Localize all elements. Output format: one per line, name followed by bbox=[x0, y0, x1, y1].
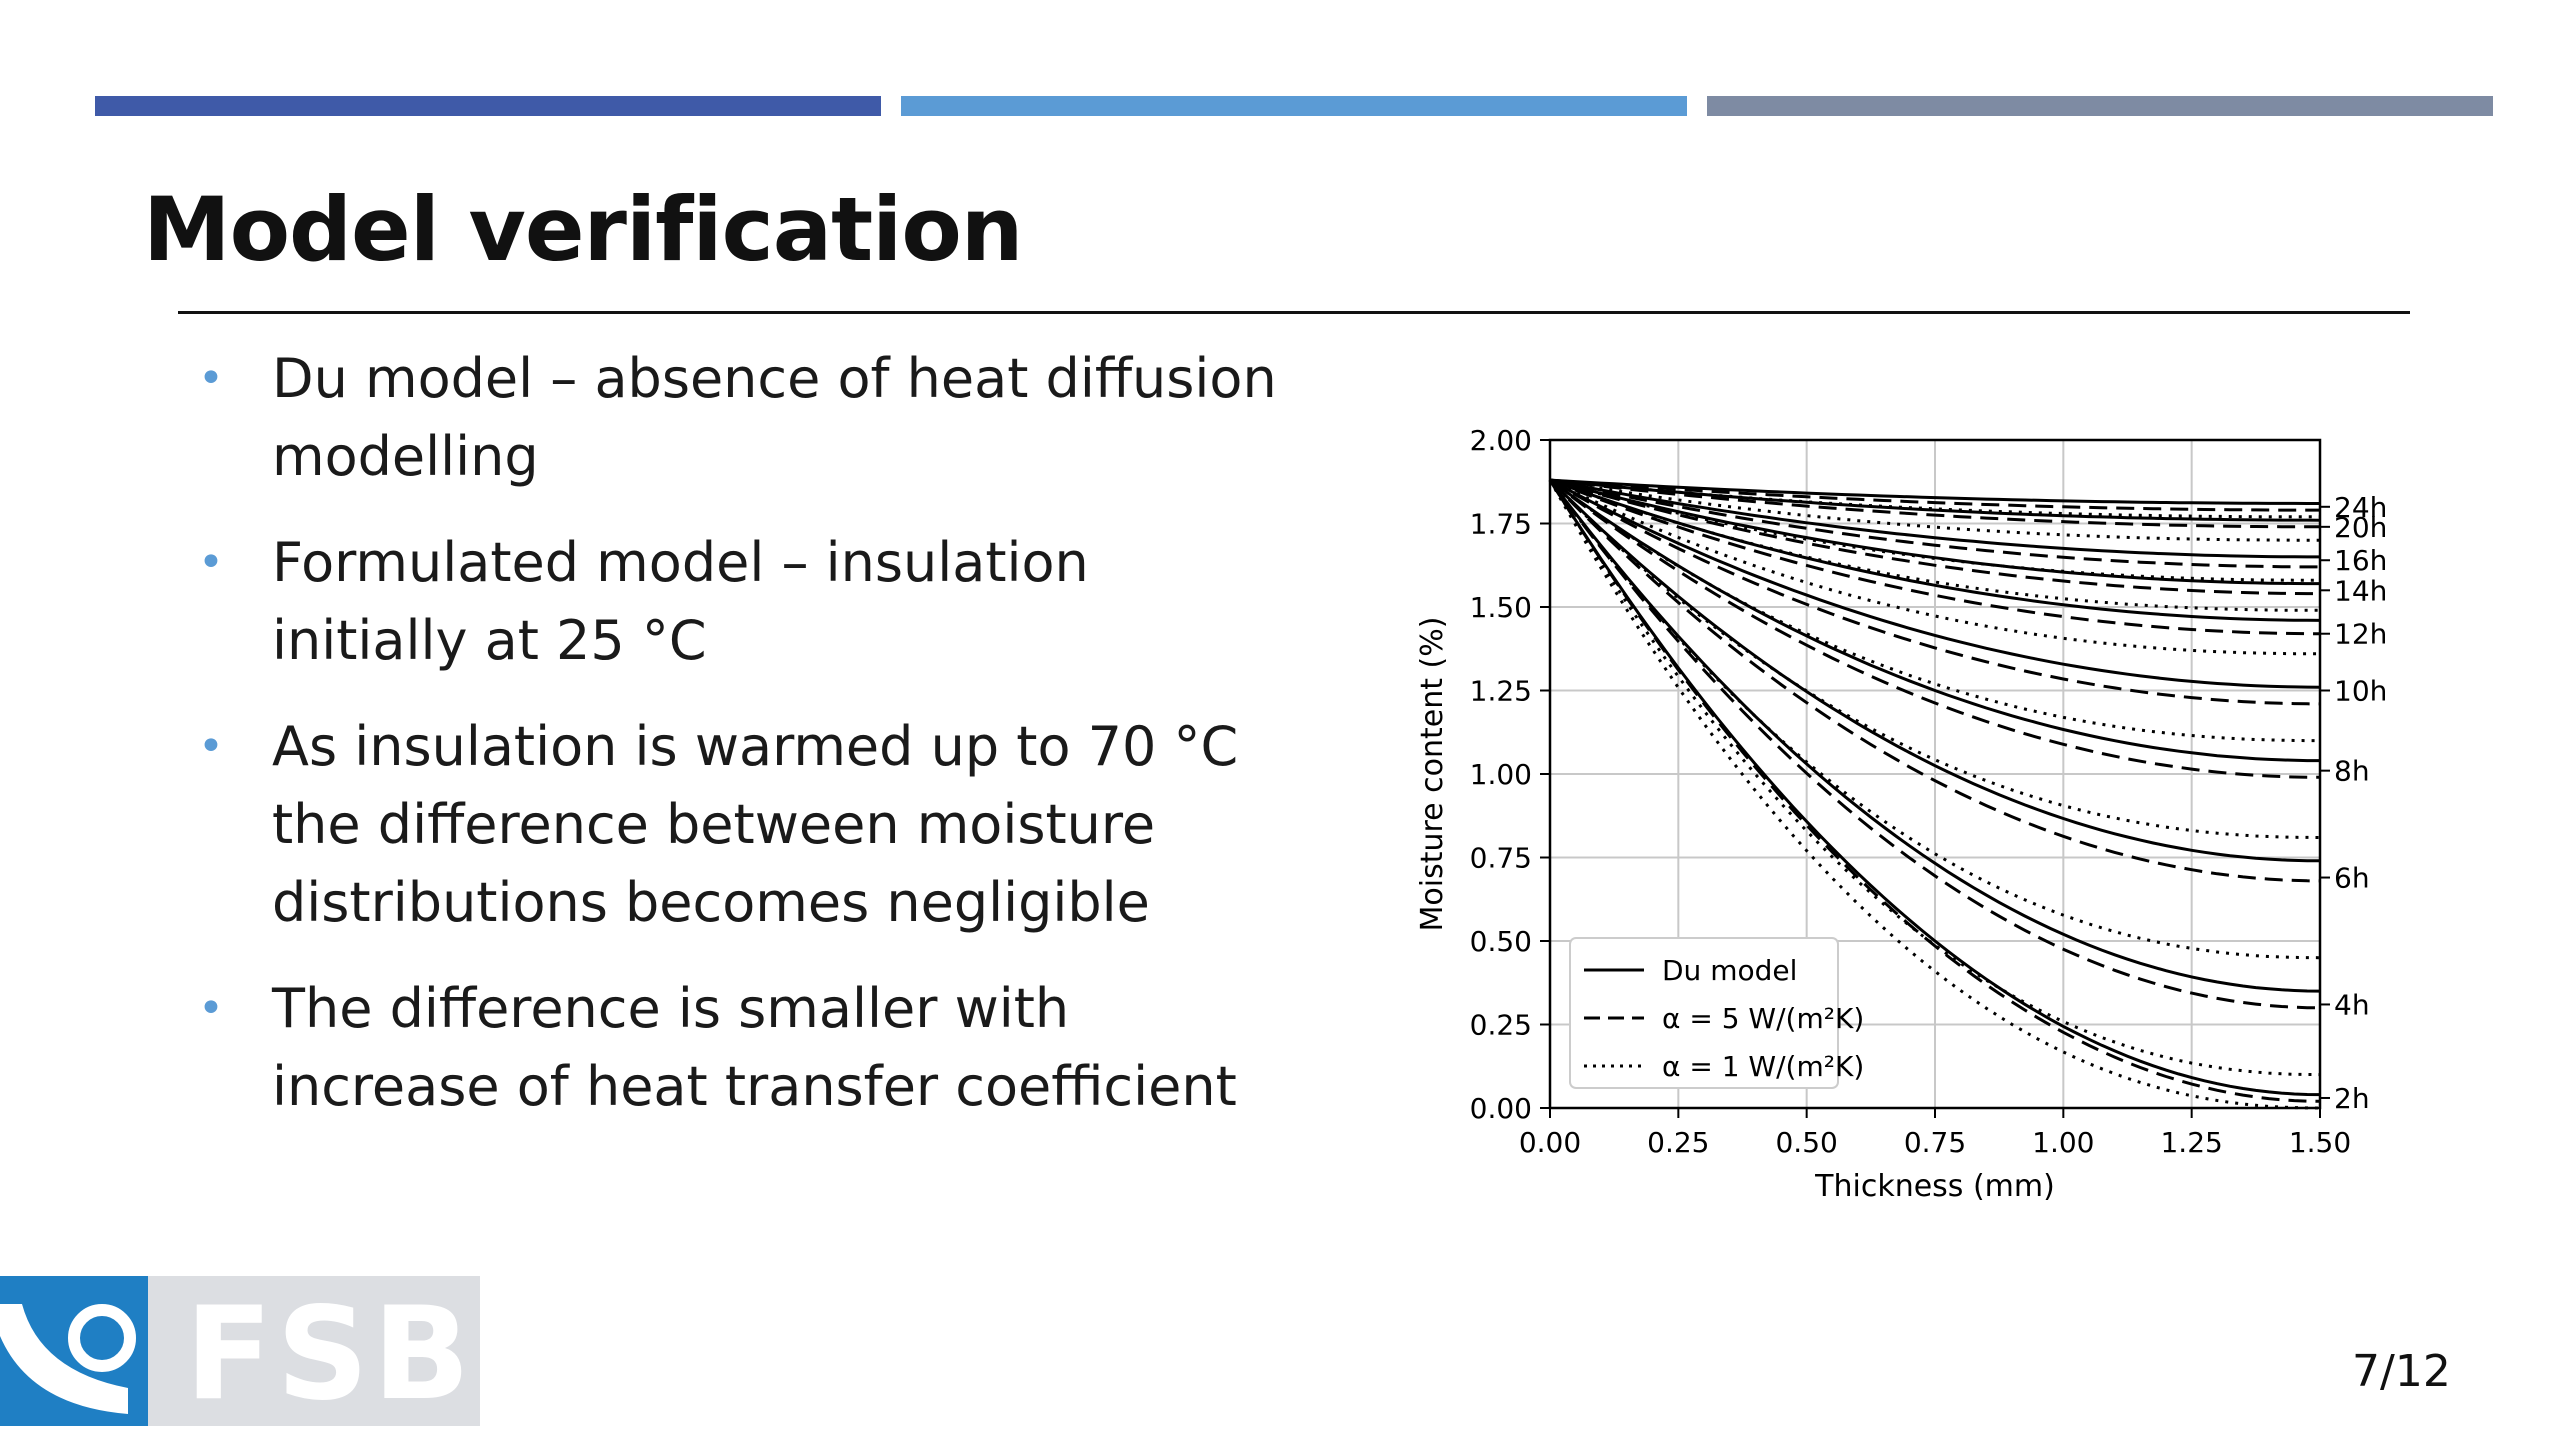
accent-bar-1 bbox=[95, 96, 881, 116]
bullet-line: distributions becomes negligible bbox=[272, 871, 1150, 934]
fsb-logo: FSB bbox=[0, 1276, 480, 1429]
page-number: 7/12 bbox=[2352, 1346, 2451, 1397]
end-label: 14h bbox=[2334, 574, 2387, 607]
accent-bar-2 bbox=[901, 96, 1687, 116]
alpha5-curve bbox=[1548, 479, 2321, 1010]
legend-label: Du model bbox=[1662, 954, 1797, 987]
legend-box bbox=[1569, 937, 1839, 1089]
title-divider bbox=[178, 311, 2410, 314]
x-tick-label: 1.50 bbox=[2289, 1126, 2351, 1159]
end-label: 16h bbox=[2334, 544, 2387, 577]
y-axis-label: Moisture content (%) bbox=[1415, 617, 1450, 932]
bullet-line: Formulated model – insulation bbox=[272, 531, 1089, 594]
alpha1-curve bbox=[1548, 479, 2321, 1077]
bullet-line: As insulation is warmed up to 70 °C bbox=[272, 715, 1239, 778]
du-model-curve bbox=[1549, 478, 2321, 689]
legend-label: α = 5 W/(m²K) bbox=[1662, 1002, 1864, 1035]
du-model-curve bbox=[1549, 478, 2320, 559]
bullet-item: • Formulated model – insulation initiall… bbox=[190, 524, 1390, 680]
bullet-line: increase of heat transfer coefficient bbox=[272, 1055, 1237, 1118]
logo-text: FSB bbox=[185, 1280, 475, 1429]
legend-label: α = 1 W/(m²K) bbox=[1662, 1050, 1864, 1083]
end-label: 8h bbox=[2334, 755, 2370, 788]
bullet-list: • Du model – absence of heat diffusion m… bbox=[190, 340, 1390, 1154]
alpha5-curve bbox=[1549, 478, 2320, 636]
end-label: 10h bbox=[2334, 675, 2387, 708]
bullet-line: Du model – absence of heat diffusion bbox=[272, 347, 1277, 410]
plot-frame bbox=[1548, 438, 2322, 1110]
x-tick-label: 0.50 bbox=[1775, 1126, 1837, 1159]
x-tick-label: 0.00 bbox=[1519, 1126, 1581, 1159]
y-tick-label: 0.75 bbox=[1470, 842, 1532, 875]
y-tick-label: 1.50 bbox=[1470, 591, 1532, 624]
du-model-curve bbox=[1549, 478, 2321, 622]
y-tick-label: 0.25 bbox=[1470, 1009, 1532, 1042]
y-tick-label: 0.50 bbox=[1470, 925, 1532, 958]
alpha5-curve bbox=[1549, 478, 2320, 529]
alpha5-curve bbox=[1549, 478, 2320, 596]
du-model-curve bbox=[1548, 479, 2321, 863]
y-tick-label: 2.00 bbox=[1470, 424, 1532, 457]
bullet-line: initially at 25 °C bbox=[272, 609, 707, 672]
du-model-curve bbox=[1549, 478, 2321, 522]
chart-axes: 0.00 0.25 0.50 0.75 1.00 1.25 1.50 0.00 0.25 0.50… bbox=[1415, 424, 2351, 1204]
bullet-line: modelling bbox=[272, 425, 539, 488]
end-label: 12h bbox=[2334, 618, 2387, 651]
moisture-chart: 0.00 0.25 0.50 0.75 1.00 1.25 1.50 0.00 0.25 0.50… bbox=[1415, 424, 2387, 1204]
alpha1-curve bbox=[1549, 478, 2321, 656]
logo-emblem-icon bbox=[0, 1304, 136, 1414]
alpha5-curve bbox=[1548, 479, 2321, 883]
du-model-curve bbox=[1548, 479, 2321, 993]
bullet-dot-icon: • bbox=[198, 353, 224, 404]
bullet-dot-icon: • bbox=[198, 537, 224, 588]
du-model-curve bbox=[1549, 478, 2320, 586]
x-tick-label: 1.00 bbox=[2032, 1126, 2094, 1159]
x-axis-label: Thickness (mm) bbox=[1814, 1169, 2055, 1204]
slide-title: Model verification bbox=[143, 178, 1023, 281]
end-label: 4h bbox=[2334, 988, 2370, 1021]
bullet-line: the difference between moisture bbox=[272, 793, 1156, 856]
x-tick-label: 0.75 bbox=[1904, 1126, 1966, 1159]
bullet-item: • As insulation is warmed up to 70 °C th… bbox=[190, 708, 1390, 942]
alpha5-curve bbox=[1549, 478, 2320, 512]
bullet-dot-icon: • bbox=[198, 983, 224, 1034]
du-model-curve bbox=[1548, 479, 2321, 1097]
y-tick-label: 1.25 bbox=[1470, 675, 1532, 708]
bullet-item: • The difference is smaller with increas… bbox=[190, 970, 1390, 1126]
alpha1-curve bbox=[1548, 479, 2321, 960]
alpha5-curve bbox=[1549, 478, 2320, 569]
bullet-dot-icon: • bbox=[198, 721, 224, 772]
bullet-item: • Du model – absence of heat diffusion m… bbox=[190, 340, 1390, 496]
x-tick-label: 0.25 bbox=[1647, 1126, 1709, 1159]
accent-bar-3 bbox=[1707, 96, 2493, 116]
du-model-curve bbox=[1549, 478, 2320, 505]
end-label: 20h bbox=[2334, 511, 2387, 544]
logo-text-panel bbox=[148, 1276, 480, 1426]
alpha5-curve bbox=[1549, 478, 2320, 779]
logo-emblem bbox=[0, 1276, 148, 1426]
end-label: 2h bbox=[2334, 1082, 2370, 1115]
alpha1-curve bbox=[1549, 478, 2320, 519]
y-tick-label: 0.00 bbox=[1470, 1092, 1532, 1125]
x-tick-label: 1.25 bbox=[2160, 1126, 2222, 1159]
du-model-curve bbox=[1549, 478, 2320, 763]
alpha5-curve bbox=[1549, 478, 2321, 706]
y-tick-label: 1.75 bbox=[1470, 508, 1532, 541]
end-label: 24h bbox=[2334, 491, 2387, 524]
y-tick-label: 1.00 bbox=[1470, 758, 1532, 791]
chart-legend: Du model α = 5 W/(m²K) α = 1 W/(m²K) bbox=[1569, 937, 1864, 1089]
end-label: 6h bbox=[2334, 862, 2370, 895]
bullet-line: The difference is smaller with bbox=[272, 977, 1070, 1040]
chart-series bbox=[1548, 478, 2321, 1110]
